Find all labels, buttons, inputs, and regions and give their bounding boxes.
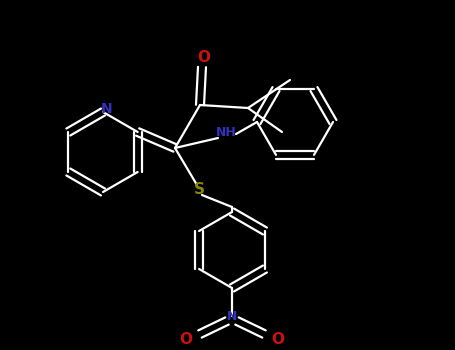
Text: S: S (193, 182, 204, 197)
Text: O: O (272, 331, 284, 346)
Text: NH: NH (216, 126, 237, 139)
Text: N: N (101, 102, 113, 116)
Text: O: O (180, 331, 192, 346)
Text: O: O (197, 49, 211, 64)
Text: N: N (227, 309, 237, 322)
